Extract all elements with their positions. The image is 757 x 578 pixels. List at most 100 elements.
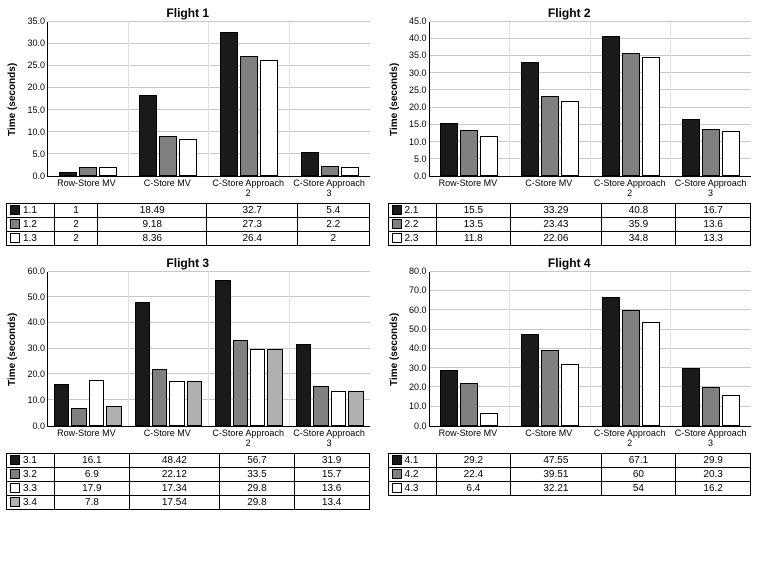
table-cell: 6.9 xyxy=(55,467,130,481)
y-axis-label: Time (seconds) xyxy=(6,22,19,177)
bar xyxy=(54,384,69,425)
chart-area: Time (seconds)35.030.025.020.015.010.05.… xyxy=(6,22,370,177)
table-cell: 67.1 xyxy=(601,453,676,467)
y-axis: 45.040.035.030.025.020.015.010.05.00.0 xyxy=(401,22,429,177)
legend-swatch xyxy=(10,205,20,215)
bar xyxy=(135,302,150,426)
bar xyxy=(267,349,282,425)
x-tick-label: C-Store Approach 2 xyxy=(589,427,670,451)
table-cell: 5.4 xyxy=(297,203,369,217)
table-cell: 31.9 xyxy=(294,453,369,467)
bar xyxy=(341,167,359,176)
table-row: 1.229.1827.32.2 xyxy=(7,217,370,231)
bar-group xyxy=(591,272,672,426)
bar xyxy=(521,334,539,426)
chart-area: Time (seconds)45.040.035.030.025.020.015… xyxy=(388,22,752,177)
table-cell: 2.2 xyxy=(297,217,369,231)
bar xyxy=(460,383,478,426)
table-cell: 18.49 xyxy=(97,203,207,217)
table-row: 4.36.432.215416.2 xyxy=(388,481,751,495)
table-cell: 6.4 xyxy=(436,481,511,495)
x-tick-label: C-Store Approach 3 xyxy=(289,427,370,451)
table-cell: 17.34 xyxy=(129,481,219,495)
table-row: 3.26.922.1233.515.7 xyxy=(7,467,370,481)
bar-group xyxy=(430,22,511,176)
bar-group xyxy=(510,22,591,176)
table-cell: 1 xyxy=(55,203,98,217)
bar-group xyxy=(290,272,370,426)
table-cell: 23.43 xyxy=(511,217,601,231)
table-cell: 22.06 xyxy=(511,231,601,245)
series-label: 1.1 xyxy=(7,203,55,217)
table-cell: 13.3 xyxy=(676,231,751,245)
bar xyxy=(331,391,346,426)
bar xyxy=(602,36,620,176)
bar xyxy=(642,322,660,426)
legend-swatch xyxy=(10,497,20,507)
data-table: 3.116.148.4256.731.93.26.922.1233.515.73… xyxy=(6,453,370,510)
panel-f1: Flight 1Time (seconds)35.030.025.020.015… xyxy=(6,6,370,246)
table-cell: 29.8 xyxy=(220,481,295,495)
plot xyxy=(47,272,370,427)
series-label: 3.4 xyxy=(7,495,55,509)
bar xyxy=(233,340,248,426)
table-cell: 17.54 xyxy=(129,495,219,509)
y-axis: 80.070.060.050.040.030.020.010.00.0 xyxy=(401,272,429,427)
bar xyxy=(541,350,559,426)
table-cell: 22.12 xyxy=(129,467,219,481)
bar xyxy=(296,344,311,426)
bar xyxy=(152,369,167,426)
table-cell: 2 xyxy=(297,231,369,245)
bar xyxy=(521,62,539,176)
bar xyxy=(215,280,230,426)
chart-grid: Flight 1Time (seconds)35.030.025.020.015… xyxy=(6,6,751,510)
chart-area: Time (seconds)60.050.040.030.020.010.00.… xyxy=(6,272,370,427)
legend-swatch xyxy=(10,455,20,465)
legend-swatch xyxy=(10,219,20,229)
table-cell: 29.2 xyxy=(436,453,511,467)
bar xyxy=(348,391,363,425)
table-row: 2.311.822.0634.813.3 xyxy=(388,231,751,245)
x-tick-label: Row-Store MV xyxy=(46,177,127,201)
table-cell: 33.29 xyxy=(511,203,601,217)
data-table: 2.115.533.2940.816.72.213.523.4335.913.6… xyxy=(388,203,752,246)
table-cell: 13.5 xyxy=(436,217,511,231)
table-cell: 22.4 xyxy=(436,467,511,481)
y-axis-label: Time (seconds) xyxy=(6,272,19,427)
bar xyxy=(541,96,559,176)
bar xyxy=(187,381,202,426)
table-cell: 15.5 xyxy=(436,203,511,217)
bar-group xyxy=(290,22,370,176)
series-label: 2.1 xyxy=(388,203,436,217)
bar-group xyxy=(591,22,672,176)
bar xyxy=(561,101,579,176)
bar xyxy=(460,130,478,176)
table-row: 4.129.247.5567.129.9 xyxy=(388,453,751,467)
table-cell: 16.2 xyxy=(676,481,751,495)
y-axis: 60.050.040.030.020.010.00.0 xyxy=(19,272,47,427)
bar-group xyxy=(671,272,751,426)
bar xyxy=(480,413,498,425)
bar xyxy=(240,56,258,176)
bar xyxy=(682,119,700,176)
table-cell: 26.4 xyxy=(207,231,298,245)
bar xyxy=(179,139,197,176)
table-cell: 47.55 xyxy=(511,453,601,467)
chart-title: Flight 3 xyxy=(6,256,370,270)
bar xyxy=(561,364,579,426)
x-axis: Row-Store MVC-Store MVC-Store Approach 2… xyxy=(46,177,370,201)
legend-swatch xyxy=(392,219,402,229)
bar xyxy=(159,136,177,176)
plot xyxy=(429,22,752,177)
table-cell: 8.36 xyxy=(97,231,207,245)
table-cell: 33.5 xyxy=(220,467,295,481)
table-cell: 16.1 xyxy=(55,453,130,467)
table-cell: 32.21 xyxy=(511,481,601,495)
bar xyxy=(89,380,104,426)
data-table: 1.1118.4932.75.41.229.1827.32.21.328.362… xyxy=(6,203,370,246)
legend-swatch xyxy=(392,469,402,479)
chart-area: Time (seconds)80.070.060.050.040.030.020… xyxy=(388,272,752,427)
table-cell: 13.6 xyxy=(294,481,369,495)
bar xyxy=(440,370,458,426)
x-axis: Row-Store MVC-Store MVC-Store Approach 2… xyxy=(428,177,752,201)
